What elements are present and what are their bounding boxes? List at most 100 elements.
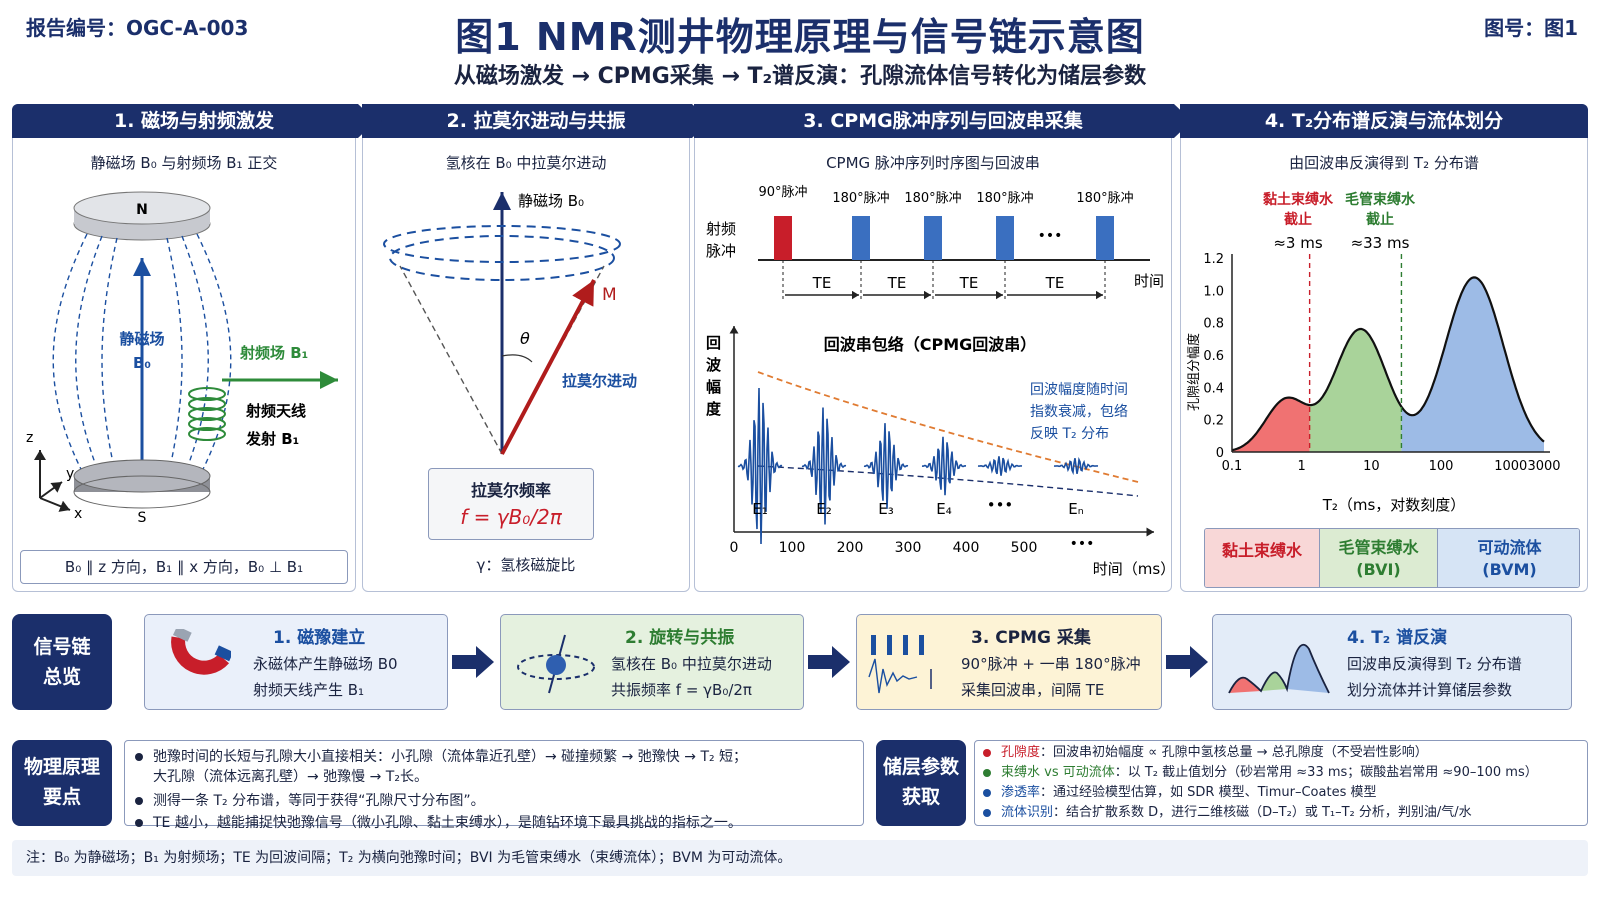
x-tick: 400 bbox=[953, 540, 980, 556]
echo-label: E₁ bbox=[752, 500, 768, 518]
precession-orbit bbox=[389, 235, 615, 281]
principle-item: 弛豫时间的长短与孔隙大小直接相关：小孔隙（流体靠近孔壁）→ 碰撞频繁 → 弛豫快… bbox=[135, 745, 853, 769]
panel1-banner: 1. 磁场与射频激发 bbox=[12, 104, 376, 138]
footer-note: 注：B₀ 为静磁场；B₁ 为射频场；TE 为回波间隔；T₂ 为横向弛豫时间；BV… bbox=[12, 840, 1588, 876]
echo-x-label: 时间（ms） bbox=[1093, 560, 1172, 578]
panel2-subtitle: 氢核在 B₀ 中拉莫尔进动 bbox=[445, 154, 607, 172]
principles-label: 物理原理 要点 bbox=[12, 740, 112, 826]
principle-item: TE 越小，越能捕捉快弛豫信号（微小孔隙、黏土束缚水），是随钻环境下最具挑战的指… bbox=[135, 811, 853, 835]
step-title: 4. T₂ 谱反演 bbox=[1347, 628, 1448, 648]
magnet-icon bbox=[171, 629, 231, 675]
te-label: TE bbox=[959, 274, 979, 292]
reservoir-item: 束缚水 vs 可动流体：以 T₂ 截止值划分（砂岩常用 ≈33 ms；碳酸盐岩常… bbox=[983, 763, 1579, 783]
panel1-note: B₀ ∥ z 方向，B₁ ∥ x 方向，B₀ ⊥ B₁ bbox=[20, 550, 348, 584]
y-tick-label: 1.0 bbox=[1203, 284, 1224, 299]
t2-distribution-chart: 黏土束缚水 截止 ≈3 ms 毛管束缚水 截止 ≈33 ms 孔隙组分幅度 T₂… bbox=[1186, 191, 1561, 514]
step-card-4: 4. T₂ 谱反演 回波串反演得到 T₂ 分布谱 划分流体并计算储层参数 bbox=[1212, 614, 1572, 710]
fluid-segments: 黏土束缚水 毛管束缚水 (BVI) 可动流体 (BVM) bbox=[1204, 528, 1580, 588]
step-card-3: 3. CPMG 采集 90°脉冲 + 一串 180°脉冲 采集回波串，间隔 TE bbox=[856, 614, 1162, 710]
larmor-title: 拉莫尔频率 bbox=[470, 481, 551, 500]
step-line: 射频天线产生 B₁ bbox=[253, 681, 365, 699]
step-line: 氢核在 B₀ 中拉莫尔进动 bbox=[611, 655, 772, 673]
rf-coil-icon bbox=[188, 387, 226, 441]
cutoff-cap-value: ≈33 ms bbox=[1351, 234, 1410, 252]
svg-text:度: 度 bbox=[706, 400, 722, 418]
panel3-subtitle: CPMG 脉冲序列时序图与回波串 bbox=[826, 154, 1040, 172]
step-line: 永磁体产生静磁场 B0 bbox=[253, 655, 398, 673]
x-tick: 100 bbox=[779, 540, 806, 556]
b0-symbol: B₀ bbox=[133, 354, 151, 372]
svg-text:z: z bbox=[26, 430, 33, 446]
x-tick-label: 1000 bbox=[1494, 459, 1527, 474]
y-tick-label: 0.4 bbox=[1203, 381, 1224, 396]
panel3-banner: 3. CPMG脉冲序列与回波串采集 bbox=[694, 104, 1192, 138]
theta-label: θ bbox=[520, 329, 530, 348]
step-line: 共振频率 f = γB₀/2π bbox=[611, 681, 752, 699]
principle-item: 测得一条 T₂ 分布谱，等同于获得“孔隙尺寸分布图”。 bbox=[135, 789, 853, 813]
te-label: TE bbox=[887, 274, 907, 292]
cutoff-clay-label: 截止 bbox=[1284, 211, 1312, 228]
page-subtitle: 从磁场激发 → CPMG采集 → T₂谱反演：孔隙流体信号转化为储层参数 bbox=[453, 64, 1147, 89]
decay-note: 回波幅度随时间 指数衰减，包络 反映 T₂ 分布 bbox=[1030, 382, 1128, 442]
reservoir-item: 流体识别：结合扩散系数 D，进行二维核磁（D–T₂）或 T₁–T₂ 分析，判别油… bbox=[983, 803, 1579, 823]
reservoir-item: 渗透率：通过经验模型估算，如 SDR 模型、Timur–Coates 模型 bbox=[983, 783, 1579, 803]
signal-chain-label: 信号链 总览 bbox=[12, 614, 112, 710]
b0-axis-label: 静磁场 B₀ bbox=[518, 192, 584, 210]
panel4-subtitle: 由回波串反演得到 T₂ 分布谱 bbox=[1289, 154, 1479, 172]
t2-curve bbox=[1231, 276, 1545, 452]
x-tick: ••• bbox=[1070, 536, 1095, 552]
te-label: TE bbox=[1045, 274, 1065, 292]
segment-bvi: 毛管束缚水 (BVI) bbox=[1319, 529, 1437, 587]
pulse-180 bbox=[1096, 216, 1114, 260]
cutoff-clay-label: 黏土束缚水 bbox=[1263, 191, 1334, 208]
pulse-180 bbox=[924, 216, 942, 260]
cpmg-diagram: 射频 脉冲 90°脉冲 180°脉冲 180°脉冲 180°脉冲 ••• 180… bbox=[706, 185, 1172, 578]
principles-box: 弛豫时间的长短与孔隙大小直接相关：小孔隙（流体靠近孔壁）→ 碰撞频繁 → 弛豫快… bbox=[124, 740, 864, 831]
larmor-formula: f = γB₀/2π bbox=[460, 505, 562, 529]
svg-text:180°脉冲: 180°脉冲 bbox=[1076, 191, 1133, 206]
svg-text:反映 T₂ 分布: 反映 T₂ 分布 bbox=[1030, 426, 1109, 442]
region-2 bbox=[1309, 329, 1402, 452]
page-title: 图1 NMR测井物理原理与信号链示意图 bbox=[455, 15, 1145, 59]
larmor-box: 拉莫尔频率 f = γB₀/2π bbox=[428, 468, 594, 540]
north-label: N bbox=[136, 202, 148, 218]
gamma-note: γ：氢核磁旋比 bbox=[476, 556, 576, 574]
svg-text:180°脉冲: 180°脉冲 bbox=[904, 191, 961, 206]
step-line: 回波串反演得到 T₂ 分布谱 bbox=[1347, 655, 1522, 673]
echo-title: 回波串包络（CPMG回波串） bbox=[824, 335, 1037, 354]
pulse-180 bbox=[996, 216, 1014, 260]
svg-text:x: x bbox=[74, 506, 82, 522]
pulse-180 bbox=[852, 216, 870, 260]
rf-field-label: 射频场 B₁ bbox=[239, 344, 308, 362]
x-tick-label: 1 bbox=[1298, 459, 1306, 474]
svg-text:指数衰减，包络: 指数衰减，包络 bbox=[1030, 403, 1128, 420]
x-tick: 500 bbox=[1011, 540, 1038, 556]
spectrum-icon bbox=[1228, 643, 1330, 694]
x-tick: 0 bbox=[730, 540, 739, 556]
axes-icon: z y x bbox=[26, 430, 82, 522]
south-label: S bbox=[138, 510, 147, 526]
y-tick-label: 0 bbox=[1216, 446, 1224, 461]
svg-text:180°脉冲: 180°脉冲 bbox=[832, 191, 889, 206]
report-number: 报告编号：OGC-A-003 bbox=[26, 16, 249, 40]
rf-label-1: 射频 bbox=[706, 220, 736, 238]
panel4-banner: 4. T₂分布谱反演与流体划分 bbox=[1180, 104, 1588, 138]
figure-number: 图号：图1 bbox=[1484, 16, 1578, 40]
y-tick-label: 0.6 bbox=[1203, 349, 1224, 364]
y-tick-label: 1.2 bbox=[1203, 252, 1224, 267]
step-title: 3. CPMG 采集 bbox=[971, 628, 1091, 648]
t2-y-label: 孔隙组分幅度 bbox=[1186, 333, 1202, 411]
x-tick-label: 100 bbox=[1429, 459, 1454, 474]
panel-t2 bbox=[1180, 104, 1588, 592]
region-1 bbox=[1232, 397, 1310, 452]
y-tick-label: 0.8 bbox=[1203, 317, 1224, 332]
echo-label: E₂ bbox=[816, 500, 832, 518]
antenna-label-2: 发射 B₁ bbox=[245, 430, 299, 448]
step-card-1: 1. 磁豫建立 永磁体产生静磁场 B0 射频天线产生 B₁ bbox=[144, 614, 448, 710]
reservoir-label: 储层参数 获取 bbox=[876, 740, 966, 826]
step-card-2: 2. 旋转与共振 氢核在 B₀ 中拉莫尔进动 共振频率 f = γB₀/2π bbox=[500, 614, 804, 710]
svg-text:幅: 幅 bbox=[706, 378, 721, 396]
region-3 bbox=[1401, 277, 1544, 452]
